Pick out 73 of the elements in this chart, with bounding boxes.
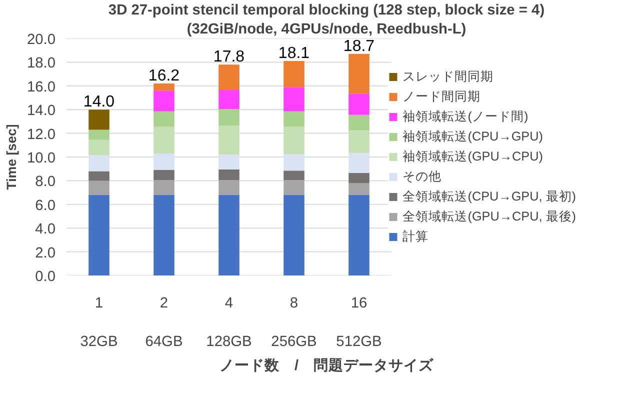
y-tick-label: 6.0 [35, 198, 56, 214]
bar [88, 110, 110, 130]
bar [88, 180, 110, 195]
bar [284, 154, 304, 171]
y-tick-label: 0.0 [35, 269, 56, 285]
bar [284, 61, 304, 88]
y-tick-label: 20.0 [26, 32, 56, 48]
category-label: 2 64GB [145, 296, 183, 350]
y-tick-label: 10.0 [26, 150, 56, 166]
y-tick-label: 2.0 [35, 245, 56, 262]
y-tick-label: 18.0 [26, 56, 56, 72]
bar [88, 155, 110, 172]
bar [154, 194, 174, 276]
total-label: 17.8 [213, 48, 245, 66]
bar [218, 90, 240, 110]
bar [154, 170, 174, 180]
total-label: 18.1 [278, 45, 310, 62]
bar [154, 84, 174, 91]
bar [88, 140, 110, 156]
category-label: 16 512GB [336, 296, 382, 350]
bar [284, 126, 304, 154]
total-label: 14.0 [83, 94, 115, 111]
category-label: 8 256GB [271, 296, 317, 350]
y-tick-label: 14.0 [26, 103, 56, 120]
category-label: 1 32GB [80, 296, 118, 350]
chart-subtitle: (32GiB/node, 4GPUs/node, Reedbush-L) [186, 22, 466, 38]
bar [218, 180, 240, 195]
bar [218, 64, 240, 90]
bar [348, 54, 370, 94]
bar [218, 126, 240, 155]
bar [348, 130, 370, 153]
legend-label: 袖領域転送(GPU→CPU) [402, 148, 543, 165]
bar [348, 152, 370, 173]
total-label: 18.7 [343, 38, 375, 55]
bar [154, 180, 174, 195]
legend-label: 全領域転送(CPU→GPU, 最初) [402, 188, 576, 205]
category-label: 4 128GB [206, 296, 252, 350]
y-axis-title: Time [sec] [4, 124, 19, 190]
y-tick-label: 8.0 [35, 174, 56, 190]
bar [348, 194, 370, 276]
bar [218, 109, 240, 126]
total-label: 16.2 [148, 68, 180, 85]
y-tick-label: 12.0 [26, 126, 56, 143]
bar [348, 94, 370, 115]
bar [348, 172, 370, 184]
legend-label: 袖領域転送(CPU→GPU) [402, 128, 543, 145]
y-tick-label: 16.0 [26, 79, 56, 96]
bar [88, 171, 110, 181]
chart-title: 3D 27-point stencil temporal blocking (128 step, block size = 4) [108, 2, 545, 18]
bar [284, 170, 304, 180]
bar [218, 169, 240, 180]
legend-label: スレッド間同期 [402, 68, 494, 85]
bar [284, 111, 304, 127]
bar [154, 126, 174, 154]
legend-label: 袖領域転送(ノード間) [402, 108, 528, 125]
bar [88, 130, 110, 140]
bar [88, 194, 110, 276]
legend-label: 計算 [402, 228, 429, 245]
bar [154, 90, 174, 112]
x-axis-title: ノード数 / 問題データサイズ [219, 356, 435, 374]
bar [284, 194, 304, 276]
bar [154, 153, 174, 170]
legend-label: 全領域転送(GPU→CPU, 最後) [402, 208, 576, 225]
bar [218, 194, 240, 276]
legend-label: ノード間同期 [402, 88, 481, 105]
bar [348, 183, 370, 195]
y-tick-label: 4.0 [35, 222, 56, 238]
bar [348, 114, 370, 130]
bar [218, 154, 240, 170]
bar [284, 180, 304, 195]
bar [154, 111, 174, 127]
legend-label: その他 [402, 168, 442, 185]
bar [284, 87, 304, 112]
